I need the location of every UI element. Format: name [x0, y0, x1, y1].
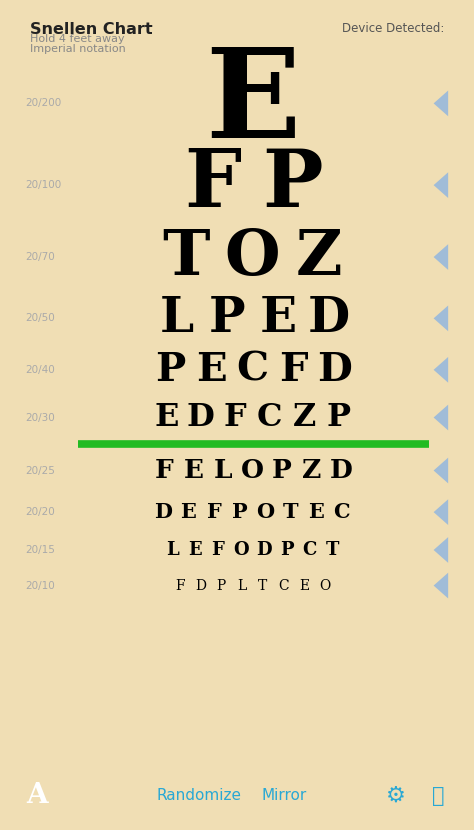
Text: D: D	[187, 402, 215, 433]
Text: P: P	[155, 351, 185, 388]
Text: A: A	[26, 783, 47, 809]
Text: C: C	[257, 402, 283, 433]
Text: 20/40: 20/40	[26, 365, 55, 375]
Text: 20/10: 20/10	[26, 580, 55, 591]
Text: 20/200: 20/200	[26, 99, 62, 109]
Text: Randomize: Randomize	[156, 788, 242, 803]
Text: O: O	[319, 579, 330, 593]
Text: E: E	[299, 579, 310, 593]
Text: Z: Z	[302, 458, 321, 483]
Text: 20/70: 20/70	[26, 252, 55, 262]
Text: E: E	[183, 458, 203, 483]
Text: 20/20: 20/20	[26, 507, 55, 517]
Text: P: P	[209, 295, 246, 342]
Text: 20/25: 20/25	[26, 466, 55, 476]
Text: P: P	[327, 402, 350, 433]
Text: D: D	[195, 579, 206, 593]
Text: F: F	[184, 146, 241, 224]
Text: T: T	[326, 541, 339, 559]
Polygon shape	[434, 537, 448, 563]
Text: Snellen Chart: Snellen Chart	[30, 22, 153, 37]
Text: ⚙: ⚙	[386, 786, 406, 806]
Polygon shape	[434, 90, 448, 116]
Text: E: E	[188, 541, 202, 559]
Text: ⓘ: ⓘ	[432, 786, 445, 806]
Text: C: C	[237, 351, 268, 388]
Text: F: F	[279, 351, 308, 388]
Polygon shape	[434, 244, 448, 270]
Text: T: T	[163, 227, 210, 287]
Text: 20/100: 20/100	[26, 180, 62, 190]
Text: 20/50: 20/50	[26, 314, 55, 324]
Text: Mirror: Mirror	[262, 788, 307, 803]
Text: O: O	[233, 541, 249, 559]
Text: F: F	[211, 541, 225, 559]
Text: Imperial notation: Imperial notation	[30, 44, 126, 54]
Text: O: O	[241, 458, 264, 483]
Polygon shape	[434, 457, 448, 483]
Text: Device Detected:: Device Detected:	[342, 22, 444, 35]
Text: F: F	[207, 502, 221, 522]
Text: Hold 4 feet away: Hold 4 feet away	[30, 34, 125, 44]
Text: E: E	[154, 402, 179, 433]
Text: D: D	[329, 458, 353, 483]
Polygon shape	[434, 500, 448, 525]
Text: T: T	[283, 502, 299, 522]
Text: D: D	[317, 351, 352, 388]
Text: P: P	[272, 458, 292, 483]
Text: L: L	[159, 295, 193, 342]
Polygon shape	[434, 173, 448, 198]
Text: E: E	[309, 502, 324, 522]
Text: D: D	[308, 295, 349, 342]
Text: C: C	[334, 502, 350, 522]
Text: D: D	[154, 502, 172, 522]
Text: E: E	[259, 295, 296, 342]
Text: L: L	[166, 541, 179, 559]
Text: F: F	[224, 402, 246, 433]
Text: E: E	[205, 43, 300, 164]
Text: P: P	[232, 502, 247, 522]
Text: 20/30: 20/30	[26, 413, 55, 422]
Text: L: L	[237, 579, 246, 593]
Text: P: P	[262, 146, 322, 224]
Text: D: D	[256, 541, 272, 559]
Text: F: F	[175, 579, 185, 593]
Text: E: E	[196, 351, 227, 388]
Polygon shape	[434, 357, 448, 383]
Text: 20/15: 20/15	[26, 545, 55, 555]
Text: F: F	[155, 458, 173, 483]
Polygon shape	[434, 405, 448, 431]
Text: O: O	[256, 502, 274, 522]
Text: C: C	[302, 541, 317, 559]
Polygon shape	[434, 573, 448, 598]
Text: P: P	[280, 541, 293, 559]
Polygon shape	[434, 305, 448, 331]
Text: L: L	[214, 458, 232, 483]
Text: Z: Z	[295, 227, 342, 287]
Text: E: E	[181, 502, 196, 522]
Text: Z: Z	[292, 402, 316, 433]
Text: O: O	[225, 227, 280, 287]
Text: P: P	[217, 579, 226, 593]
Text: T: T	[258, 579, 267, 593]
Text: C: C	[278, 579, 289, 593]
